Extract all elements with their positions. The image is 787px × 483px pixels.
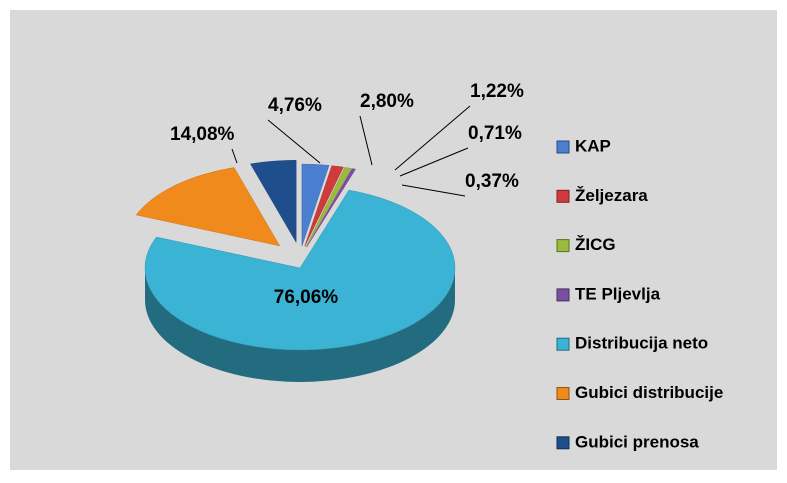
legend-label: ŽICG bbox=[575, 235, 616, 254]
data-label: 4,76% bbox=[268, 95, 322, 116]
data-label: 14,08% bbox=[170, 124, 235, 145]
legend-label: TE Pljevlja bbox=[575, 284, 661, 303]
data-label: 2,80% bbox=[360, 91, 414, 112]
legend-swatch bbox=[556, 337, 570, 351]
legend-swatch bbox=[556, 239, 570, 253]
slice bbox=[306, 168, 356, 248]
leader-line bbox=[359, 115, 373, 166]
leader-line bbox=[394, 105, 471, 171]
leader-line bbox=[401, 184, 466, 197]
slice bbox=[301, 163, 330, 247]
legend-label: Željezara bbox=[575, 186, 648, 205]
legend-swatch bbox=[556, 288, 570, 302]
legend-swatch bbox=[556, 189, 570, 203]
legend-swatch bbox=[556, 436, 570, 450]
legend-swatch bbox=[556, 387, 570, 400]
legend-label: Gubici distribucije bbox=[575, 383, 723, 402]
legend-label: Distribucija neto bbox=[575, 334, 708, 353]
leader-line bbox=[267, 119, 321, 164]
legend-label: KAP bbox=[575, 136, 611, 155]
data-label: 0,71% bbox=[468, 123, 522, 144]
legend-swatch bbox=[556, 140, 570, 154]
data-label: 0,37% bbox=[465, 171, 519, 192]
leader-line bbox=[399, 147, 469, 177]
slice bbox=[304, 165, 344, 247]
legend-label: Gubici prenosa bbox=[575, 432, 699, 451]
slice bbox=[305, 167, 352, 247]
slice bbox=[250, 160, 297, 244]
leader-line bbox=[231, 148, 238, 164]
slice bbox=[135, 167, 281, 247]
slice-side bbox=[145, 268, 455, 382]
data-label: 1,22% bbox=[470, 81, 524, 102]
slice bbox=[144, 189, 456, 351]
data-label: 76,06% bbox=[274, 287, 339, 308]
